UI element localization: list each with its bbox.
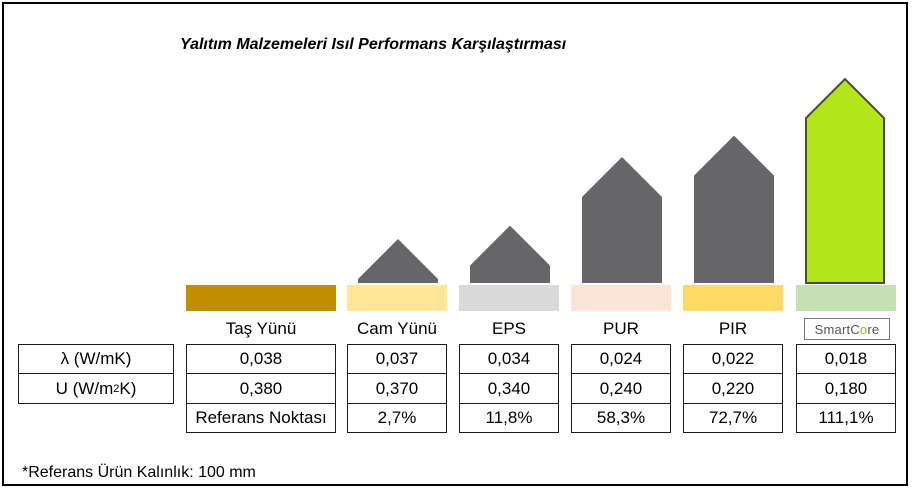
bar-house-cam-y-n- — [358, 239, 438, 283]
improvement-cell: 11,8% — [459, 403, 559, 433]
reference-point-cell: Referans Noktası — [186, 403, 336, 433]
bar-house-eps — [470, 225, 550, 283]
header-pur: PUR — [603, 319, 639, 338]
lambda-cell: 0,022 — [683, 344, 783, 374]
lambda-cell: 0,024 — [571, 344, 671, 374]
u-value-cell: 0,240 — [571, 373, 671, 404]
u-value-cell: 0,370 — [347, 373, 447, 404]
smartcore-logo: SmartCore — [804, 318, 890, 340]
lambda-cell: 0,038 — [186, 344, 336, 374]
footnote: *Referans Ürün Kalınlık: 100 mm — [22, 464, 256, 481]
bar-house-smartcore — [805, 77, 885, 284]
header-tas-yunu: Taş Yünü — [225, 319, 297, 338]
smartcore-logo-text: SmartCore — [814, 321, 880, 337]
base-strip-5 — [796, 285, 896, 311]
u-value-cell: 0,380 — [186, 373, 336, 404]
improvement-cell: 58,3% — [571, 403, 671, 433]
lambda-cell: 0,018 — [796, 344, 896, 374]
row-label-u-value: U (W/m 2 K) — [18, 373, 174, 404]
row-label-u-sup: 2 — [113, 382, 120, 395]
header-pir: PIR — [718, 319, 748, 338]
base-strip-0 — [186, 285, 336, 311]
u-value-cell: 0,340 — [459, 373, 559, 404]
lambda-cell: 0,037 — [347, 344, 447, 374]
header-eps: EPS — [491, 319, 527, 338]
improvement-cell: 72,7% — [683, 403, 783, 433]
row-label-u-end: K) — [119, 378, 137, 398]
u-value-cell: 0,220 — [683, 373, 783, 404]
base-strip-4 — [683, 285, 783, 311]
improvement-cell: 111,1% — [796, 403, 896, 433]
base-strip-3 — [571, 285, 671, 311]
row-label-u-main: U (W/m — [55, 378, 114, 398]
smartcore-logo-accent: o — [859, 321, 868, 337]
bar-house-pir — [694, 135, 774, 283]
improvement-cell: 2,7% — [347, 403, 447, 433]
lambda-cell: 0,034 — [459, 344, 559, 374]
u-value-cell: 0,180 — [796, 373, 896, 404]
bar-house-pur — [582, 156, 662, 283]
row-label-lambda: λ (W/mK) — [18, 344, 174, 374]
base-strip-1 — [347, 285, 447, 311]
chart-title: Yalıtım Malzemeleri Isıl Performans Karş… — [180, 36, 567, 53]
base-strip-2 — [459, 285, 559, 311]
header-cam-yunu: Cam Yünü — [356, 319, 437, 338]
